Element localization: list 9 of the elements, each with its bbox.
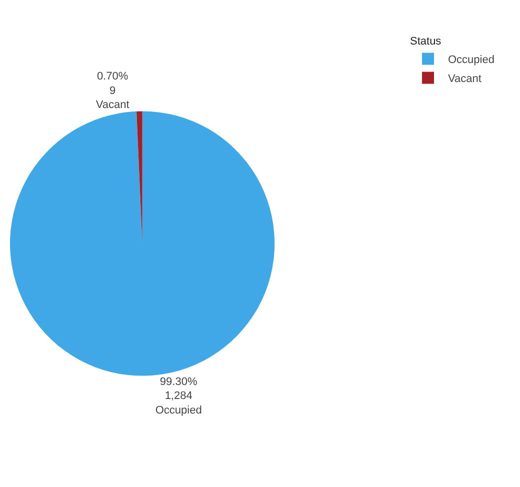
slice-label: Occupied	[155, 404, 202, 416]
legend-title: Status	[410, 35, 442, 48]
data-label: 0.70% 9	[96, 70, 128, 97]
legend-label: Occupied	[448, 54, 494, 66]
slice-label: Vacant	[96, 99, 130, 112]
legend-label: Vacant	[448, 73, 482, 86]
pie-slice	[10, 111, 275, 376]
data-label: 99.30% 1,284	[160, 376, 198, 402]
pie-slice	[136, 111, 142, 244]
